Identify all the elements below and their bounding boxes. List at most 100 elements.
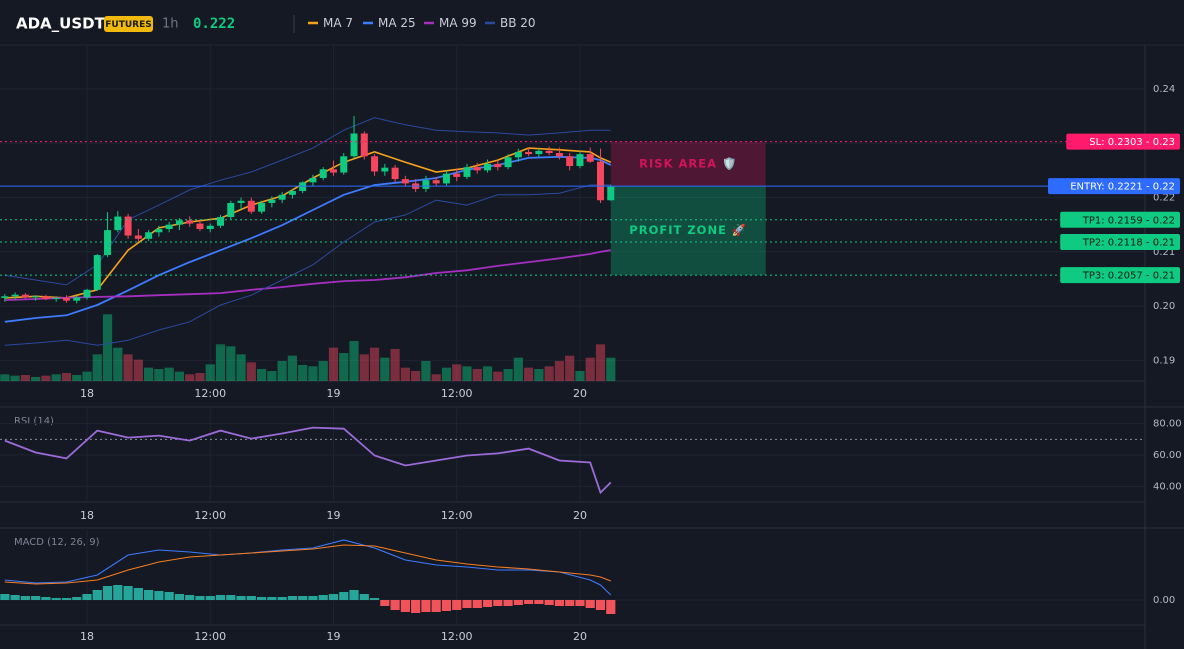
volume-bar xyxy=(287,355,297,381)
macd-histogram-bar xyxy=(339,592,349,600)
macd-histogram-bar xyxy=(503,600,513,606)
ma-line xyxy=(4,155,612,323)
bollinger-band xyxy=(4,184,611,346)
x-tick-label: 20 xyxy=(573,630,587,643)
legend-label: MA 7 xyxy=(323,16,353,30)
candle-body xyxy=(258,202,266,212)
x-tick-label: 12:00 xyxy=(194,387,226,400)
candle-body xyxy=(319,169,327,178)
volume-bar xyxy=(554,361,565,381)
candle-body xyxy=(104,230,112,256)
level-tag xyxy=(1060,234,1180,251)
macd-histogram-bar xyxy=(390,600,400,610)
symbol: ADA_USDT xyxy=(16,15,106,33)
candle-body xyxy=(124,216,132,236)
macd-histogram-bar xyxy=(174,594,185,600)
volume-bar xyxy=(51,374,61,381)
macd-histogram-bar xyxy=(41,597,51,600)
legend-label: BB 20 xyxy=(500,16,536,30)
interval: 1h xyxy=(162,17,179,32)
candle-body xyxy=(360,133,368,157)
candle-body xyxy=(525,151,533,155)
candle-body xyxy=(555,153,563,157)
macd-histogram-bar xyxy=(595,600,606,610)
candle-body xyxy=(145,232,153,239)
volume-bar xyxy=(452,364,462,381)
macd-line xyxy=(4,544,611,585)
macd-histogram-bar xyxy=(20,596,30,600)
volume-bar xyxy=(349,341,359,381)
candle-body xyxy=(401,179,409,184)
macd-histogram-bar xyxy=(472,600,482,608)
candle-body xyxy=(494,163,502,168)
y-tick-label: 80.00 xyxy=(1153,419,1182,430)
macd-histogram-bar xyxy=(51,598,61,600)
volume-bar xyxy=(102,314,113,381)
x-tick-label: 19 xyxy=(326,630,340,643)
x-tick-label: 19 xyxy=(326,387,340,400)
macd-histogram-bar xyxy=(267,597,277,600)
candle-body xyxy=(607,186,615,201)
candle-body xyxy=(309,177,317,183)
candle-body xyxy=(247,200,255,212)
volume-bar xyxy=(565,355,575,381)
volume-bar xyxy=(195,373,205,381)
volume-bar xyxy=(339,353,349,381)
candle-body xyxy=(278,194,286,200)
macd-histogram-bar xyxy=(431,600,441,612)
macd-histogram-bar xyxy=(359,594,369,600)
volume-bar xyxy=(606,357,616,381)
macd-histogram-bar xyxy=(411,600,421,613)
candle-body xyxy=(350,133,358,157)
candle-body xyxy=(473,167,481,171)
rsi-title: RSI (14) xyxy=(14,416,54,427)
volume-bar xyxy=(411,371,421,381)
x-tick-label: 12:00 xyxy=(441,509,473,522)
macd-histogram-bar xyxy=(524,600,534,604)
volume-bar xyxy=(185,374,195,381)
macd-histogram-bar xyxy=(133,588,143,600)
zone xyxy=(610,186,766,276)
volume-bar xyxy=(369,347,380,381)
candle-body xyxy=(114,216,122,231)
zone-label: PROFIT ZONE 🚀 xyxy=(629,223,747,237)
candle-body xyxy=(329,169,337,173)
candle-body xyxy=(93,255,101,290)
candle-body xyxy=(463,167,471,177)
y-tick-label: 0.21 xyxy=(1153,247,1175,258)
macd-histogram-bar xyxy=(554,600,565,606)
volume-bar xyxy=(421,361,431,381)
volume-bar xyxy=(215,344,226,381)
candle-body xyxy=(484,163,492,171)
volume-bar xyxy=(61,373,72,381)
x-tick-label: 12:00 xyxy=(441,387,473,400)
volume-bar xyxy=(72,375,82,381)
volume-bar xyxy=(534,369,544,381)
macd-title: MACD (12, 26, 9) xyxy=(14,537,100,548)
volume-bar xyxy=(246,362,256,381)
macd-histogram-bar xyxy=(10,595,20,600)
candle-body xyxy=(391,167,399,180)
macd-histogram-bar xyxy=(185,595,195,600)
volume-bar xyxy=(318,361,328,381)
x-tick-label: 20 xyxy=(573,387,587,400)
zone xyxy=(610,141,766,187)
candle-body xyxy=(504,157,512,168)
candle-body xyxy=(237,200,245,203)
volume-bar xyxy=(513,357,523,381)
volume-bar xyxy=(462,366,472,381)
macd-histogram-bar xyxy=(308,596,318,600)
macd-histogram-bar xyxy=(493,600,503,606)
macd-histogram-bar xyxy=(452,600,462,610)
volume-bar xyxy=(472,369,482,381)
macd-histogram-bar xyxy=(318,595,328,600)
macd-histogram-bar xyxy=(31,596,41,600)
candle-body xyxy=(196,223,204,230)
candle-body xyxy=(155,229,163,233)
candle-body xyxy=(340,156,348,173)
volume-bar xyxy=(82,371,92,381)
macd-histogram-bar xyxy=(195,596,205,600)
candle-body xyxy=(52,297,60,300)
volume-bar xyxy=(20,375,30,381)
